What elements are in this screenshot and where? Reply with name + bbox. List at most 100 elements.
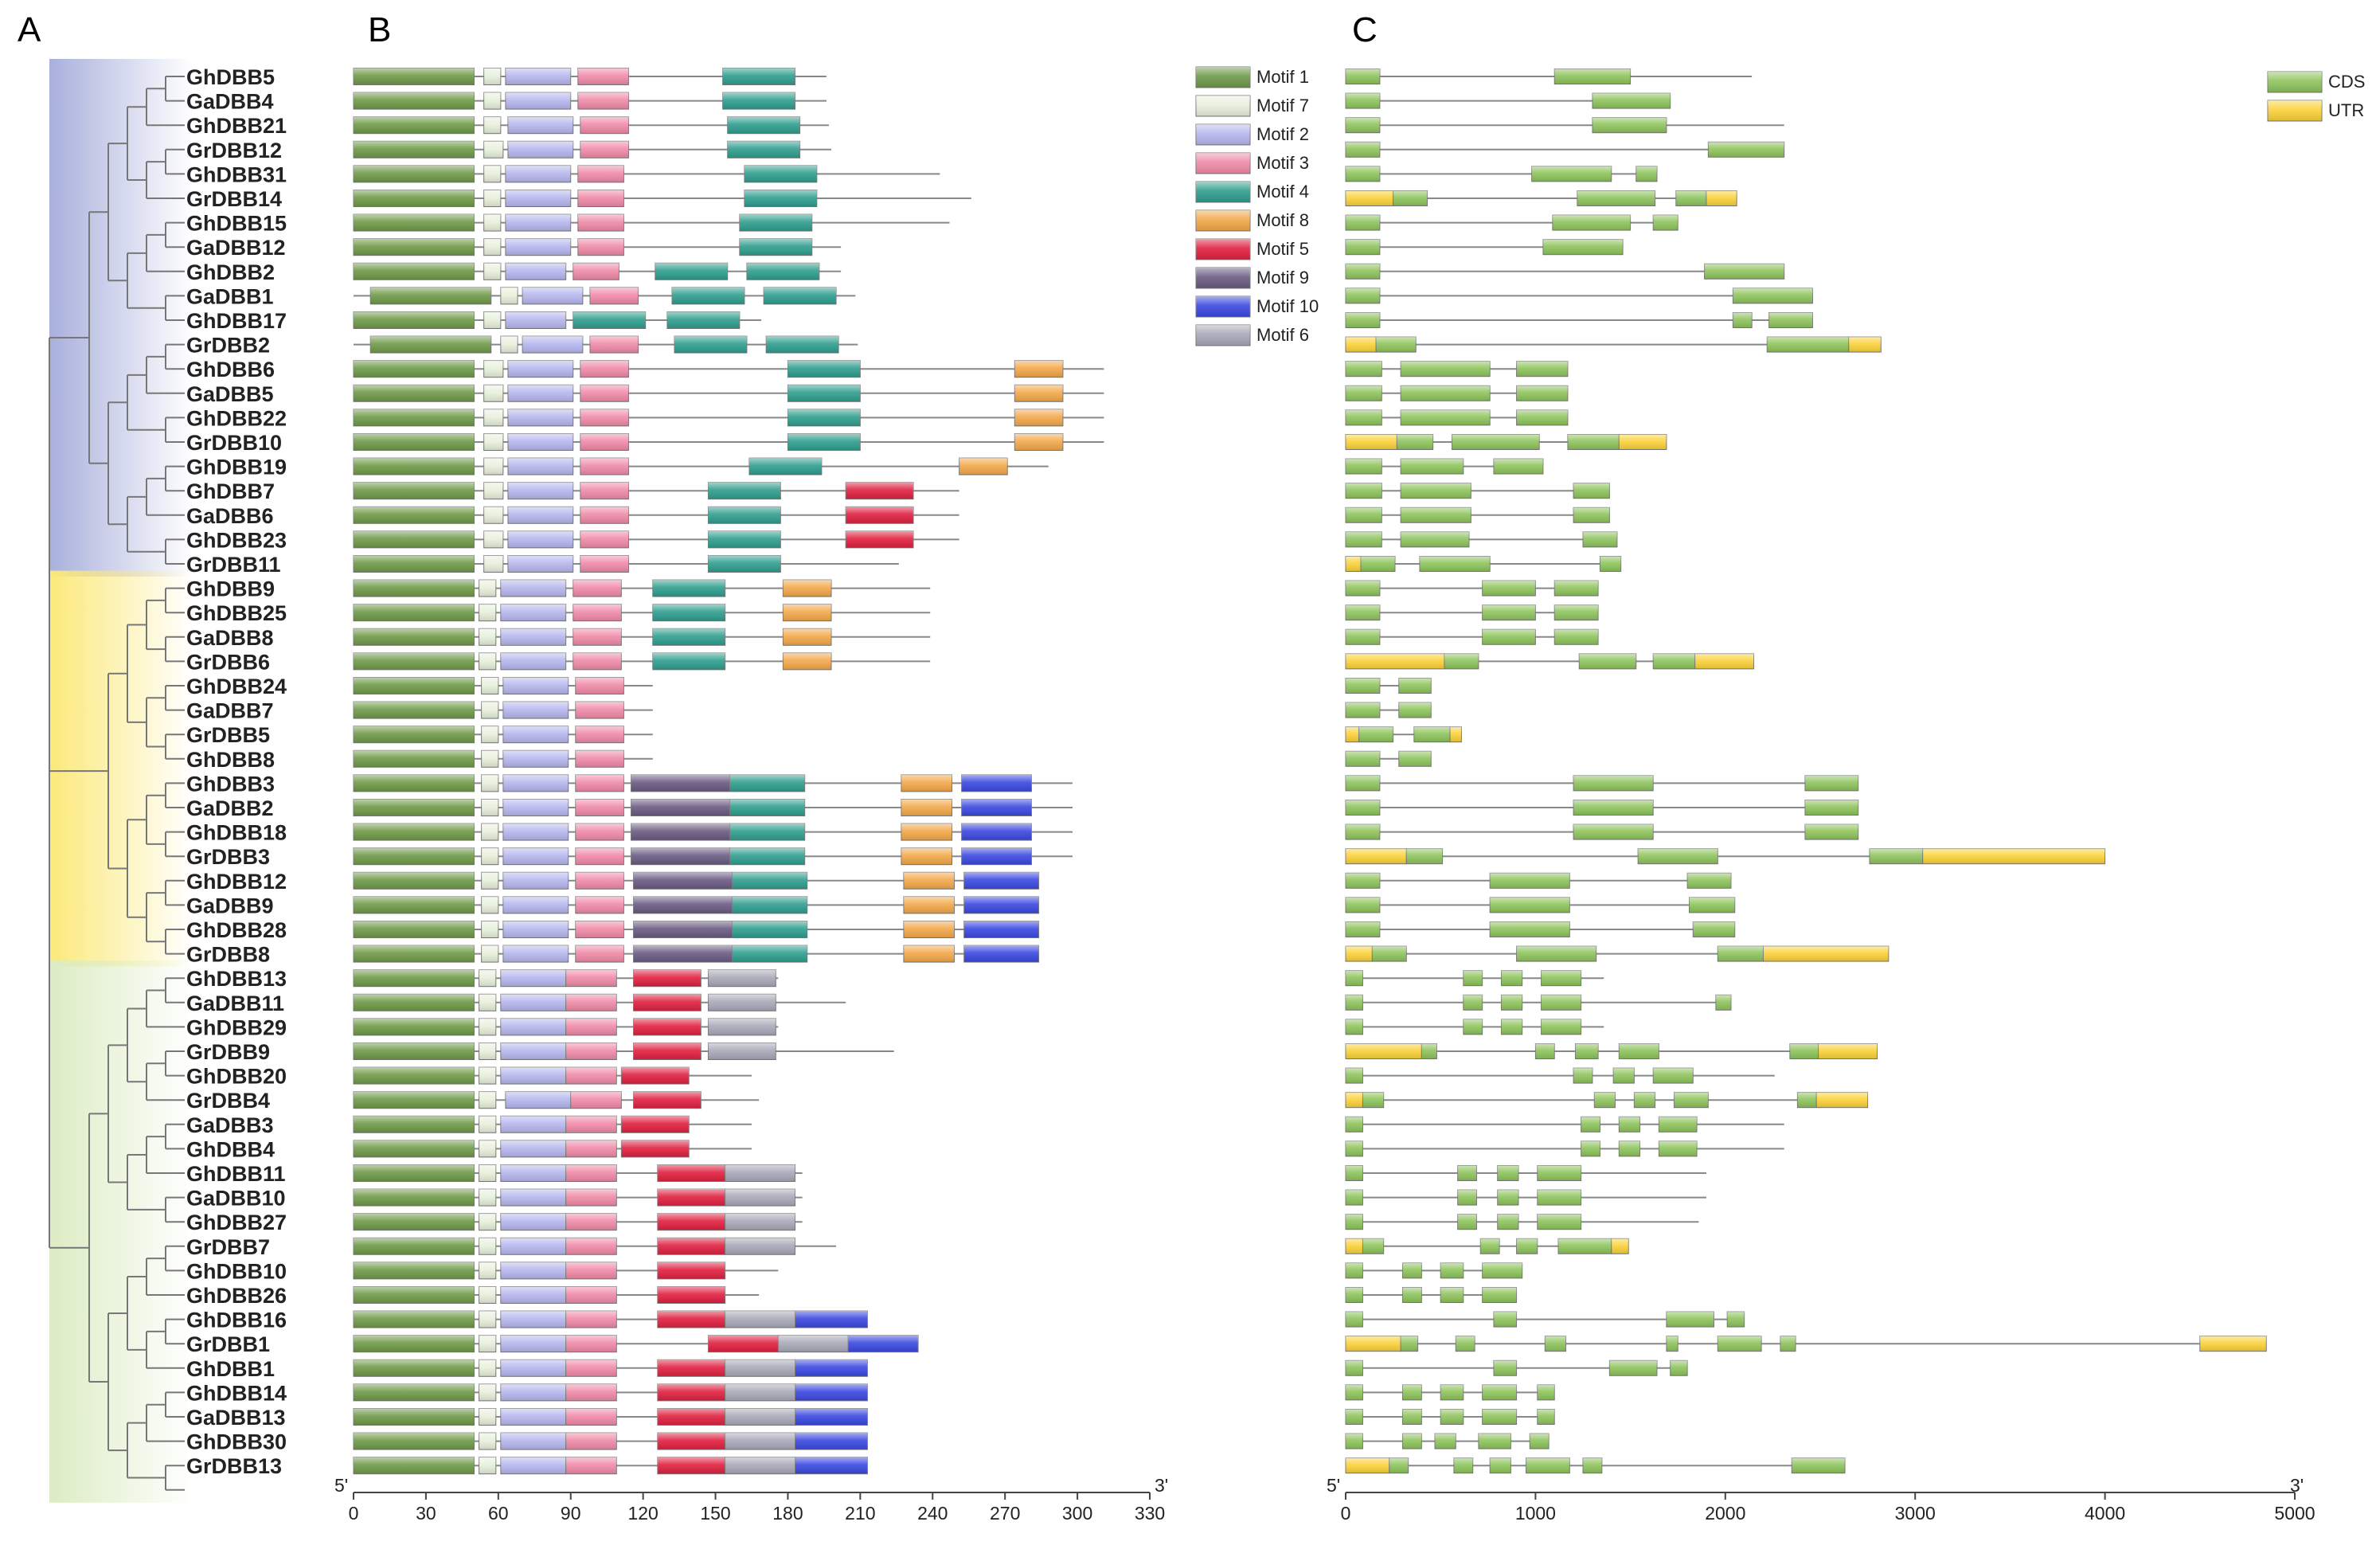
- motif-block-shade: [766, 336, 839, 354]
- motif-block-shade: [961, 823, 1032, 841]
- motif-block-shade: [657, 1164, 725, 1182]
- motif-block-shade: [633, 1091, 701, 1109]
- motif-block-shade: [479, 1091, 496, 1109]
- block-shade: [1530, 1434, 1550, 1449]
- motif-row: [353, 213, 950, 232]
- legend-swatch-shade: [1196, 67, 1250, 88]
- motif-block-shade: [580, 555, 629, 573]
- gene-label: GaDBB3: [186, 1113, 274, 1137]
- block-shade: [1577, 190, 1655, 206]
- axis-tick-label: 330: [1135, 1503, 1165, 1524]
- motif-row: [353, 360, 1104, 378]
- motif-block-shade: [580, 458, 629, 475]
- motif-block-shade: [727, 116, 800, 134]
- panel-label-c: C: [1352, 10, 1378, 49]
- gene-label: GaDBB11: [186, 992, 284, 1015]
- gene-label: GrDBB3: [186, 845, 270, 869]
- motif-block-shade: [502, 702, 569, 719]
- axis-tick-label: 2000: [1705, 1503, 1745, 1524]
- block-shade: [1497, 1190, 1518, 1206]
- block-shade: [1490, 1457, 1511, 1473]
- motif-block-shade: [354, 652, 475, 670]
- block-shade: [1501, 970, 1522, 986]
- motif-block-shade: [522, 287, 583, 304]
- block-shade: [1689, 897, 1735, 913]
- axis-tick-label: 0: [1341, 1503, 1351, 1524]
- gene-label: GhDBB14: [186, 1381, 287, 1405]
- motif-block-shade: [732, 872, 807, 890]
- motif-row: [353, 482, 959, 500]
- legend-item-motif10: Motif 10: [1195, 295, 1319, 318]
- block-shade: [1346, 1457, 1389, 1473]
- motif-block-shade: [575, 799, 624, 816]
- motif-block-shade: [621, 1140, 690, 1157]
- block-shade: [1482, 604, 1536, 620]
- block-shade: [1346, 702, 1380, 718]
- gene-label: GaDBB6: [186, 504, 274, 528]
- block-shade: [1493, 1360, 1517, 1376]
- structure-row: [1345, 1311, 1745, 1328]
- block-shade: [1346, 921, 1380, 937]
- structure-row: [1345, 92, 1671, 109]
- block-shade: [1346, 264, 1380, 280]
- motif-block-shade: [729, 823, 805, 841]
- panel-label-a: A: [18, 10, 41, 49]
- axis-tick-label: 4000: [2085, 1503, 2125, 1524]
- structure-row: [1345, 1140, 1784, 1157]
- axis-tick-label: 240: [917, 1503, 948, 1524]
- gene-label: GhDBB3: [186, 772, 275, 796]
- motif-block-shade: [795, 1408, 868, 1426]
- motif-row: [353, 1091, 760, 1109]
- motif-block-shade: [732, 945, 807, 963]
- motif-row: [353, 604, 931, 622]
- motif-block-shade: [729, 847, 805, 865]
- block-shade: [1727, 1312, 1745, 1328]
- motif-block-shade: [354, 1335, 475, 1352]
- motif-block-shade: [580, 482, 629, 499]
- block-shade: [1482, 1262, 1522, 1278]
- block-shade: [1666, 1312, 1714, 1328]
- motif-block-shade: [633, 1043, 701, 1060]
- motif-row: [353, 1262, 779, 1280]
- motif-block-shade: [746, 263, 819, 280]
- motif-block-shade: [500, 1286, 566, 1304]
- gene-structure-diagram: [1345, 68, 2267, 1474]
- motif-block-shade: [505, 311, 566, 329]
- motif-block-shade: [722, 92, 795, 110]
- motif-block-shade: [354, 1408, 475, 1426]
- motif-row: [353, 1018, 779, 1036]
- motif-block-shade: [354, 92, 475, 110]
- motif-row: [353, 311, 762, 329]
- motif-block-shade: [483, 116, 501, 134]
- motif-block-shade: [479, 1213, 496, 1230]
- block-shade: [1789, 1043, 1819, 1059]
- motif-block-shade: [505, 238, 571, 256]
- legend-swatch-shade: [1196, 96, 1250, 116]
- motif-block-shade: [652, 580, 725, 597]
- motif-block-shade: [354, 1238, 475, 1255]
- block-shade: [1346, 1262, 1363, 1278]
- motif-row: [353, 1310, 868, 1328]
- motif-block-shade: [500, 1189, 566, 1207]
- structure-row: [1345, 1238, 1629, 1254]
- motif-block-shade: [732, 921, 807, 938]
- gene-label: GhDBB25: [186, 601, 287, 625]
- motif-block-shade: [631, 774, 730, 792]
- block-shade: [1516, 385, 1568, 401]
- motif-block-shade: [479, 1018, 496, 1035]
- motif-block-shade: [370, 287, 491, 304]
- gene-label: GrDBB4: [186, 1089, 270, 1113]
- motif-block-shade: [481, 847, 498, 865]
- block-shade: [1452, 434, 1540, 450]
- motif-block-shade: [483, 92, 501, 110]
- motif-block-shade: [500, 969, 566, 987]
- motif-block-shade: [505, 263, 566, 280]
- legend-swatch-shade: [1196, 182, 1250, 202]
- motif-block-shade: [565, 1116, 617, 1133]
- motif-block-shade: [481, 726, 498, 743]
- motif-block-shade: [483, 165, 501, 182]
- block-shade: [1797, 1092, 1817, 1108]
- motif-block-shade: [565, 1140, 617, 1157]
- gene-label: GaDBB9: [186, 894, 274, 917]
- motif-block-shade: [505, 190, 571, 207]
